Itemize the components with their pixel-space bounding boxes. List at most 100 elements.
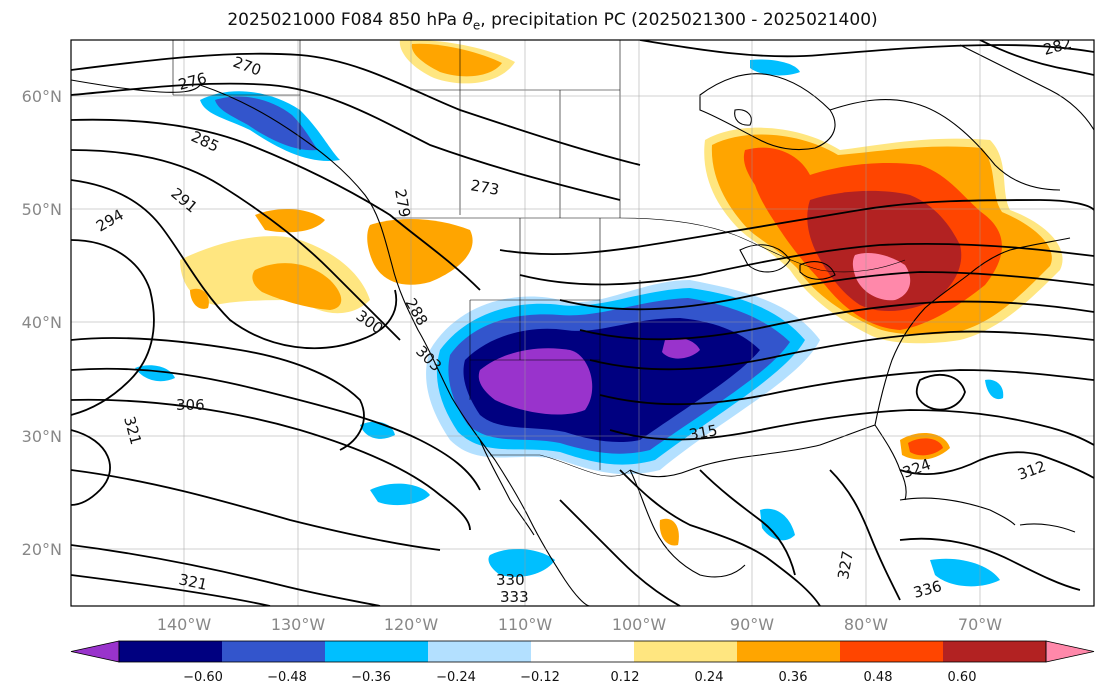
coastline-labrador (829, 99, 1061, 191)
contour-line (599, 369, 1094, 406)
colorbar-segment (943, 641, 1047, 662)
colorbar-segment (840, 641, 944, 662)
contour-line (899, 537, 1081, 591)
contour-label: 273 (469, 176, 500, 199)
colorbar-segment (325, 641, 429, 662)
precip-negative-area-alaska-core (215, 96, 318, 151)
precip-positive-area-gulf-red-core (908, 438, 943, 456)
contour-line (71, 574, 271, 606)
coastline-cuba (899, 497, 1016, 526)
lon-tick-label: 90°W (730, 615, 774, 634)
coastline-hudson (699, 73, 836, 151)
lon-tick-label: 140°W (157, 615, 212, 634)
contour-line (979, 40, 1094, 76)
border-canada-provinces (172, 40, 621, 218)
colorbar: −0.60 −0.48 −0.36 −0.24 −0.12 0.12 0.24 … (70, 640, 1095, 685)
lon-tick-label: 130°W (271, 615, 326, 634)
contour-line (639, 40, 1094, 58)
contour-label: 315 (688, 421, 719, 444)
lon-tick-label: 100°W (612, 615, 667, 634)
precip-positive-area-westcoast-orange (252, 263, 342, 310)
coastline-great-lakes-2 (799, 261, 836, 280)
lon-tick-label: 70°W (958, 615, 1002, 634)
contour-line (915, 374, 966, 411)
coastline-gulf (629, 424, 907, 501)
lon-axis: 140°W 130°W 120°W 110°W 100°W 90°W 80°W … (157, 615, 1002, 634)
coastline-aleutians (71, 79, 201, 93)
precip-negative-area-atlantic (985, 379, 1004, 400)
contour-label: 327 (834, 549, 857, 580)
border-us-canada (392, 217, 906, 273)
contour-line (71, 544, 381, 606)
contour-line (71, 149, 401, 341)
colorbar-frame (118, 640, 1047, 663)
colorbar-tick-label: −0.60 (183, 670, 223, 685)
precip-positive-area-pacific-small (190, 288, 209, 309)
contour-line (499, 199, 1094, 256)
colorbar-segment (737, 641, 841, 662)
colorbar-tick-label: 0.36 (779, 670, 808, 685)
contour-line (899, 451, 1094, 479)
lat-axis: 60°N 50°N 40°N 30°N 20°N (22, 87, 62, 559)
contour-line (829, 469, 901, 601)
contour-label: 330 (496, 571, 525, 589)
lon-tick-label: 80°W (844, 615, 888, 634)
contour-label: 333 (500, 588, 529, 606)
colorbar-segment (222, 641, 326, 662)
colorbar-segment (119, 641, 223, 662)
colorbar-tick-label: −0.36 (351, 670, 391, 685)
colorbar-segment (634, 641, 738, 662)
colorbar-tick-label: −0.12 (520, 670, 560, 685)
colorbar-tick-label: −0.48 (267, 670, 307, 685)
lat-tick-label: 40°N (22, 313, 62, 332)
graticule (71, 40, 1094, 606)
contour-line (71, 82, 621, 201)
contour-line (579, 300, 1094, 341)
lat-tick-label: 30°N (22, 427, 62, 446)
contour-line (71, 52, 641, 166)
map-frame (70, 39, 1095, 607)
precip-negative-area-purple-2 (662, 338, 700, 359)
precip-negative-area-mexico (488, 548, 555, 577)
border-us-states (469, 218, 641, 470)
contour-label: 279 (391, 188, 414, 219)
coastlines (71, 44, 1094, 606)
colorbar-ticks: −0.60 −0.48 −0.36 −0.24 −0.12 0.12 0.24 … (183, 670, 976, 685)
precip-positive-area-bc (367, 218, 473, 285)
lat-tick-label: 50°N (22, 200, 62, 219)
contour-line (71, 469, 441, 551)
lon-tick-label: 120°W (384, 615, 439, 634)
precip-negative-area-caribbean (930, 558, 1000, 587)
precip-positive-area-east-pink (852, 253, 911, 301)
contour-line (699, 469, 796, 576)
lat-tick-label: 60°N (22, 87, 62, 106)
colorbar-tick-label: 0.12 (611, 670, 640, 685)
colorbar-tick-label: 0.60 (948, 670, 977, 685)
precip-negative-area-mid-pacific (135, 365, 175, 382)
contour-line (559, 271, 1094, 311)
colorbar-tick-label: 0.24 (695, 670, 724, 685)
contour-label: 321 (177, 570, 209, 594)
colorbar-segment (531, 641, 635, 662)
lat-tick-label: 20°N (22, 540, 62, 559)
contour-line (519, 242, 1094, 286)
contour-line (71, 367, 481, 491)
coastline-baja (479, 439, 535, 536)
precip-positive-area-east-darkred (807, 190, 962, 312)
contour-line (619, 469, 821, 606)
precip-negative-area-gulf (760, 508, 795, 541)
colorbar-extend-high (1045, 640, 1095, 663)
contour-line (71, 337, 365, 451)
precip-positive-area-yukon-core (411, 43, 502, 77)
colorbar-extend-low (70, 640, 120, 663)
figure-title: 2025021000 F084 850 hPa θe, precipitatio… (227, 10, 878, 33)
colorbar-tick-label: 0.48 (864, 670, 893, 685)
coastline-west (199, 84, 591, 606)
precip-positive-area-bc-2 (255, 208, 325, 233)
contour-line (589, 330, 1094, 371)
precip-negative-area-purple (478, 348, 593, 415)
contour-label: 306 (176, 396, 205, 414)
coastline-greenland (959, 44, 1094, 131)
contour-line (71, 398, 471, 531)
